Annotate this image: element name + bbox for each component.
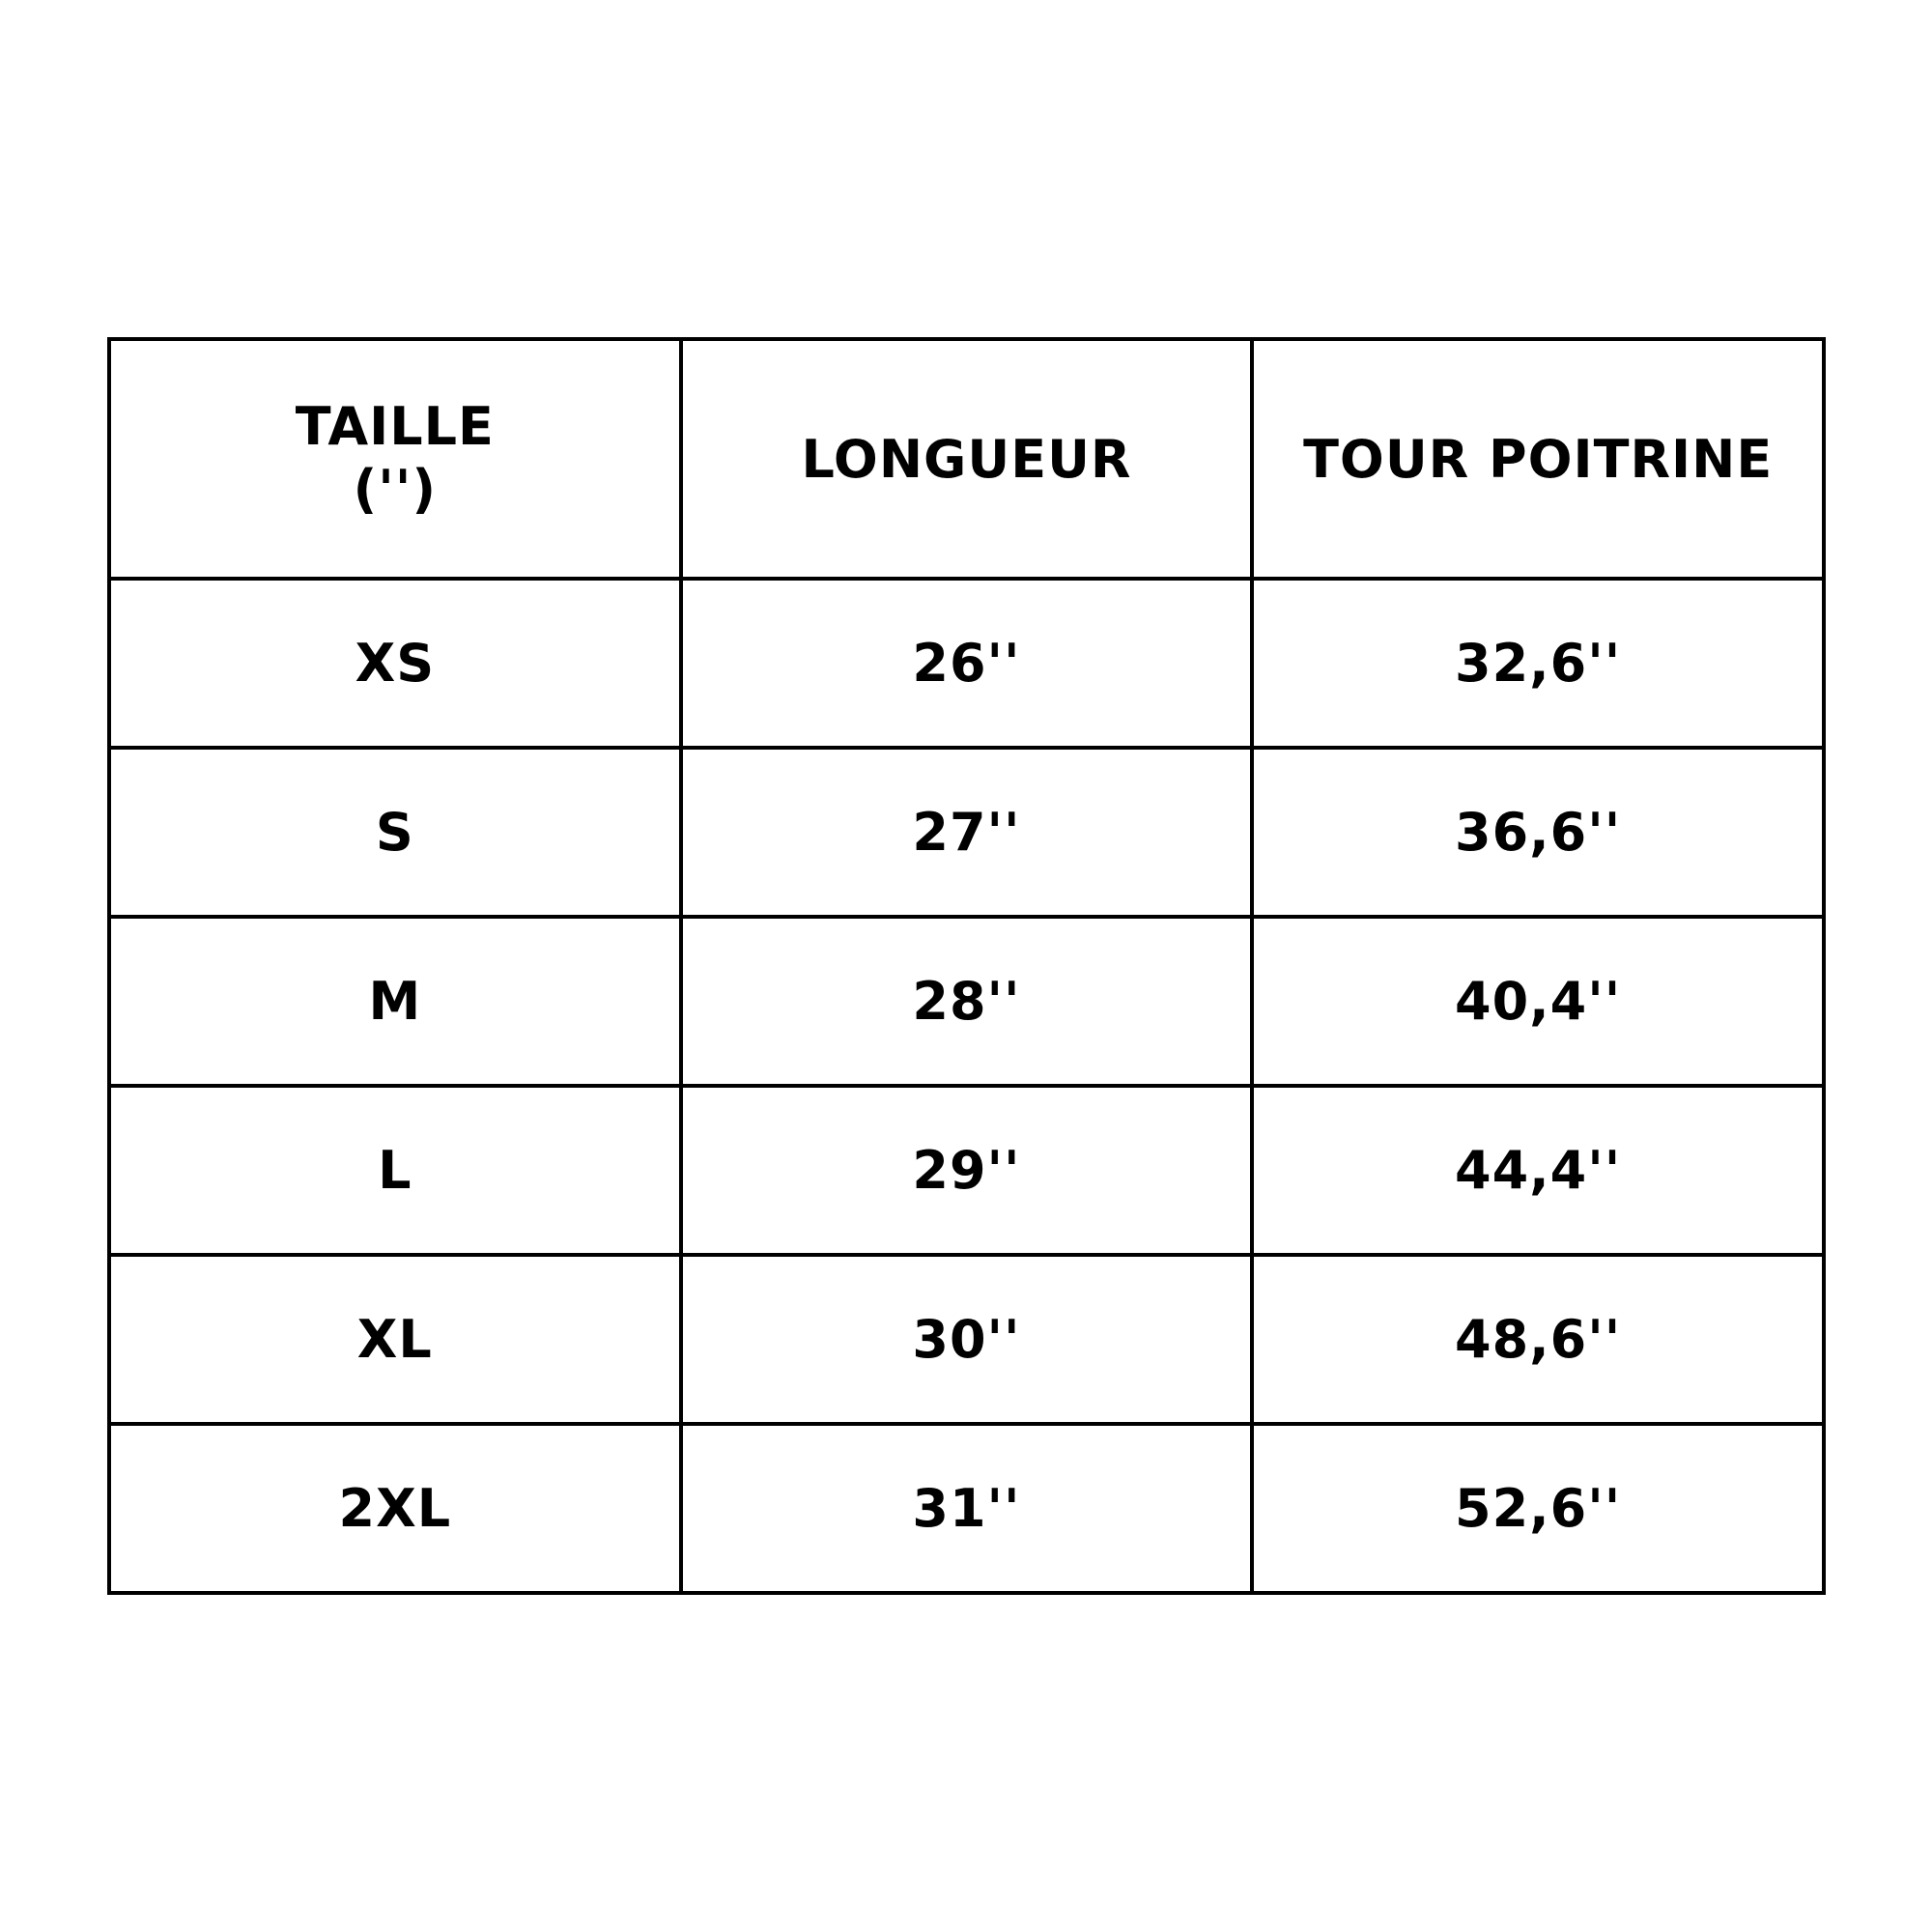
table-row: 2XL 31'' 52,6'' — [107, 1422, 1826, 1595]
cell-length: 27'' — [678, 746, 1255, 919]
cell-size: L — [107, 1084, 683, 1257]
header-longueur: LONGUEUR — [678, 337, 1255, 581]
table-row: XS 26'' 32,6'' — [107, 577, 1826, 750]
table-row: XL 30'' 48,6'' — [107, 1253, 1826, 1426]
cell-length: 30'' — [678, 1253, 1255, 1426]
cell-chest: 36,6'' — [1250, 746, 1826, 919]
table-row: M 28'' 40,4'' — [107, 915, 1826, 1088]
cell-length: 28'' — [678, 915, 1255, 1088]
cell-chest: 52,6'' — [1250, 1422, 1826, 1595]
header-row: TAILLE ('') LONGUEUR TOUR POITRINE — [107, 337, 1826, 581]
size-chart-table: TAILLE ('') LONGUEUR TOUR POITRINE XS 26… — [107, 337, 1826, 1595]
cell-chest: 40,4'' — [1250, 915, 1826, 1088]
cell-chest: 32,6'' — [1250, 577, 1826, 750]
cell-chest: 44,4'' — [1250, 1084, 1826, 1257]
cell-size: XS — [107, 577, 683, 750]
table-row: L 29'' 44,4'' — [107, 1084, 1826, 1257]
cell-length: 29'' — [678, 1084, 1255, 1257]
header-taille-unit: ('') — [353, 459, 438, 520]
table-row: S 27'' 36,6'' — [107, 746, 1826, 919]
header-taille: TAILLE ('') — [107, 337, 683, 581]
cell-size: XL — [107, 1253, 683, 1426]
header-tour-poitrine: TOUR POITRINE — [1250, 337, 1826, 581]
cell-size: 2XL — [107, 1422, 683, 1595]
cell-length: 31'' — [678, 1422, 1255, 1595]
header-taille-label: TAILLE — [295, 396, 495, 458]
cell-length: 26'' — [678, 577, 1255, 750]
cell-chest: 48,6'' — [1250, 1253, 1826, 1426]
cell-size: S — [107, 746, 683, 919]
cell-size: M — [107, 915, 683, 1088]
